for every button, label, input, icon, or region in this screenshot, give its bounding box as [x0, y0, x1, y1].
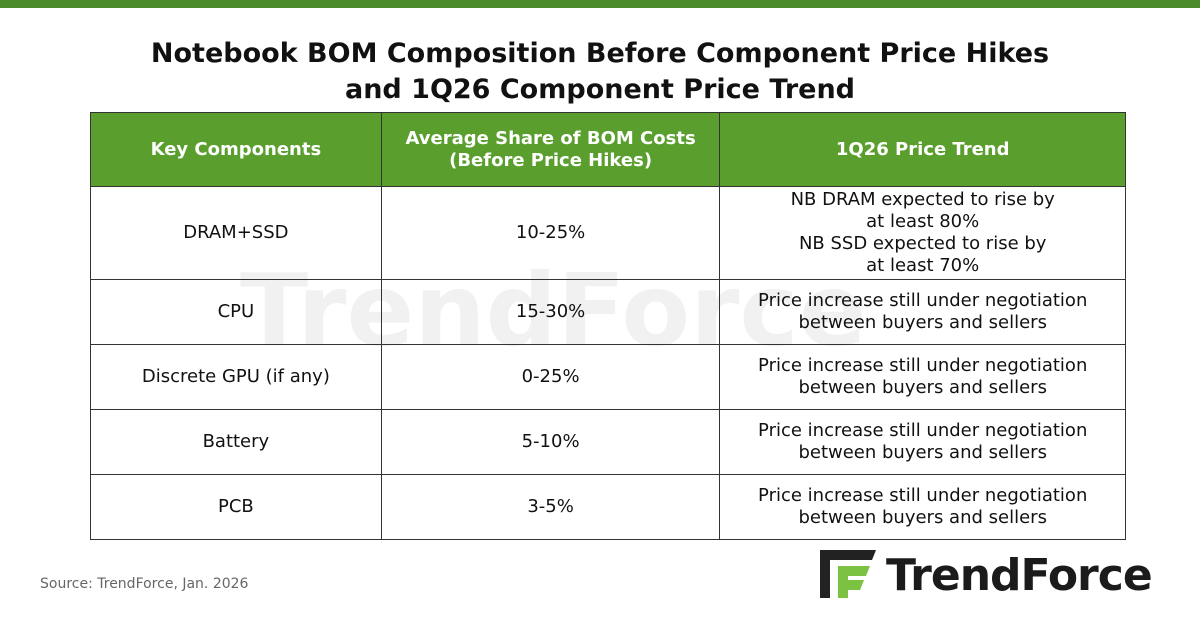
cell-line: between buyers and sellers — [798, 377, 1047, 398]
table-cell: Price increase still under negotiation be… — [719, 279, 1126, 345]
cell-line: (Before Price Hikes) — [449, 149, 653, 171]
table-cell: Price increase still under negotiation be… — [719, 344, 1126, 410]
cell-line: NB DRAM expected to rise by — [790, 189, 1055, 210]
cell-line: 10-25% — [515, 222, 586, 243]
header-row: Key Components Average Share of BOM Costs… — [90, 112, 1126, 187]
table-cell: PCB — [90, 474, 382, 540]
top-bar — [0, 0, 1200, 8]
table-row: Battery 5-10% Price increase still under n… — [90, 409, 1126, 475]
table-cell: 15-30% — [380, 279, 721, 345]
logo-icon — [820, 550, 876, 598]
table-cell: 5-10% — [380, 409, 721, 475]
cell-line: between buyers and sellers — [798, 442, 1047, 463]
table-cell: Price increase still under negotiation be… — [719, 474, 1126, 540]
table-row: DRAM+SSD 10-25% NB DRAM expected to rise b… — [90, 186, 1126, 280]
cell-line: Battery — [202, 431, 270, 452]
cell-line: Discrete GPU (if any) — [141, 366, 330, 387]
cell-line: Price increase still under negotiation — [758, 485, 1088, 506]
header-cell: 1Q26 Price Trend — [719, 112, 1126, 187]
cell-line: DRAM+SSD — [183, 222, 289, 243]
cell-line: Price increase still under negotiation — [758, 290, 1088, 311]
cell-line: Price increase still under negotiation — [758, 420, 1088, 441]
cell-line: 3-5% — [527, 496, 574, 517]
table-row: PCB 3-5% Price increase still under negoti… — [90, 474, 1126, 540]
cell-line: NB SSD expected to rise by — [798, 233, 1047, 254]
table-cell: NB DRAM expected to rise by at least 80% N… — [719, 186, 1126, 280]
logo-text: TrendForce — [886, 550, 1153, 601]
cell-line: 0-25% — [521, 366, 580, 387]
title: Notebook BOM Composition Before Componen… — [0, 36, 1200, 108]
cell-line: between buyers and sellers — [798, 312, 1047, 333]
cell-line: Key Components — [150, 138, 322, 160]
table-row: Discrete GPU (if any) 0-25% Price increase… — [90, 344, 1126, 410]
cell-line: at least 70% — [866, 255, 980, 276]
cell-line: 1Q26 Price Trend — [835, 138, 1010, 160]
header-cell: Average Share of BOM Costs (Before Price … — [380, 112, 721, 187]
table-cell: CPU — [90, 279, 382, 345]
source: Source: TrendForce, Jan. 2026 — [40, 576, 249, 592]
table-cell: DRAM+SSD — [90, 186, 382, 280]
cell-line: Average Share of BOM Costs — [405, 127, 696, 149]
cell-line: at least 80% — [866, 211, 980, 232]
cell-line: 15-30% — [515, 301, 586, 322]
cell-line: PCB — [217, 496, 254, 517]
cell-line: 5-10% — [521, 431, 580, 452]
table-cell: Price increase still under negotiation be… — [719, 409, 1126, 475]
cell-line: Price increase still under negotiation — [758, 355, 1088, 376]
table: Key Components Average Share of BOM Costs… — [90, 112, 1126, 540]
table-cell: 3-5% — [380, 474, 721, 540]
table-cell: Discrete GPU (if any) — [90, 344, 382, 410]
title-line: and 1Q26 Component Price Trend — [344, 74, 856, 105]
table-row: CPU 15-30% Price increase still under nego… — [90, 279, 1126, 345]
title-line: Notebook BOM Composition Before Componen… — [150, 38, 1050, 69]
cell-line: CPU — [217, 301, 255, 322]
header-cell: Key Components — [90, 112, 382, 187]
cell-line: between buyers and sellers — [798, 507, 1047, 528]
table-cell: 10-25% — [380, 186, 721, 280]
table-cell: 0-25% — [380, 344, 721, 410]
table-cell: Battery — [90, 409, 382, 475]
